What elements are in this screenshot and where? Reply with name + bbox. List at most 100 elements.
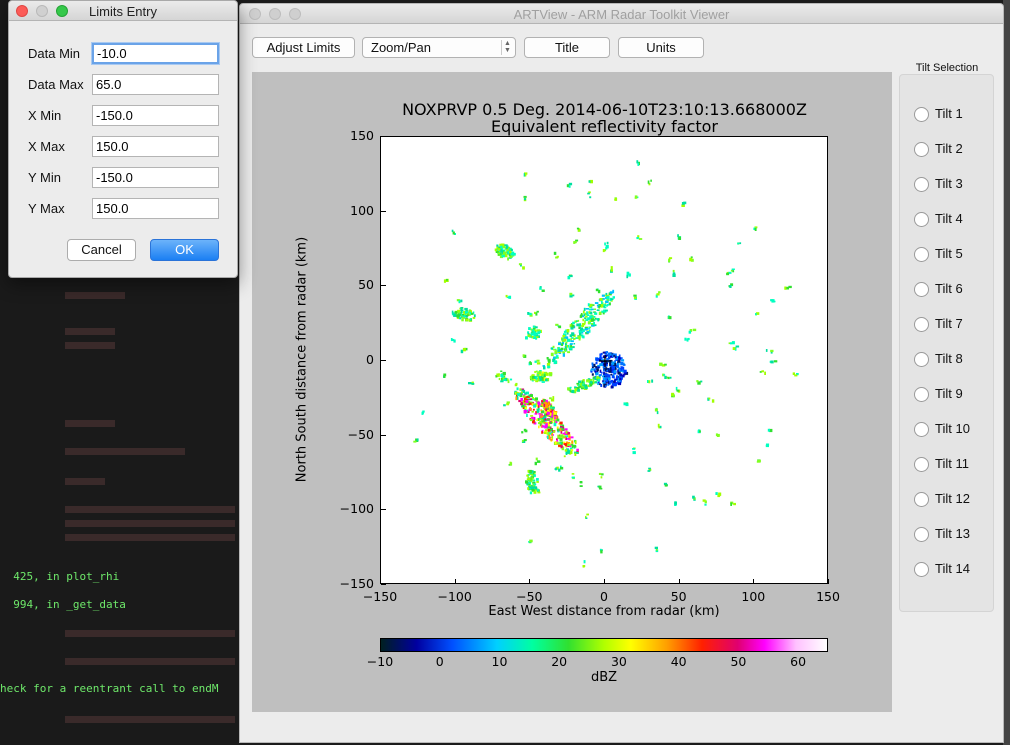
radio-button[interactable]: [914, 352, 929, 367]
radar-echo: [609, 291, 613, 294]
title-button[interactable]: Title: [524, 37, 610, 58]
radar-echo: [684, 337, 687, 341]
radar-echo: [531, 403, 534, 406]
radar-echo: [587, 321, 591, 325]
radio-button[interactable]: [914, 107, 929, 122]
radar-echo: [504, 378, 508, 381]
x-min-input[interactable]: [92, 105, 219, 126]
x-max-input[interactable]: [92, 136, 219, 157]
radar-echo: [606, 296, 610, 300]
radar-echo: [532, 485, 536, 489]
radar-echo: [579, 315, 583, 318]
radio-button[interactable]: [914, 422, 929, 437]
radar-echo: [573, 241, 576, 244]
radar-echo: [726, 272, 730, 276]
radar-echo: [472, 311, 475, 314]
radar-echo: [697, 381, 701, 385]
radar-echo: [524, 406, 527, 410]
radar-echo: [550, 404, 553, 408]
y-min-input[interactable]: [92, 167, 219, 188]
radio-button[interactable]: [914, 492, 929, 507]
radar-echo: [596, 367, 599, 372]
radar-echo: [689, 329, 693, 332]
radio-button[interactable]: [914, 317, 929, 332]
radio-button[interactable]: [914, 212, 929, 227]
radar-echo: [618, 380, 620, 383]
radar-echo: [609, 362, 612, 366]
y-tick-mark: [381, 210, 386, 212]
radar-echo: [623, 373, 626, 376]
cancel-button[interactable]: Cancel: [67, 239, 136, 261]
radar-echo: [566, 441, 568, 445]
close-window-icon[interactable]: [249, 8, 261, 20]
radar-echo: [565, 341, 568, 344]
radar-echo: [453, 313, 457, 317]
radio-button[interactable]: [914, 282, 929, 297]
maximize-dialog-icon[interactable]: [56, 5, 68, 17]
radio-button[interactable]: [914, 457, 929, 472]
radar-echo: [572, 444, 577, 447]
radar-echo: [509, 247, 512, 250]
radar-echo: [648, 468, 652, 471]
radar-echo: [583, 313, 586, 316]
radar-echo: [586, 331, 590, 334]
radar-echo: [580, 334, 584, 337]
radio-button[interactable]: [914, 527, 929, 542]
radar-echo: [536, 332, 538, 335]
zoom-pan-select[interactable]: Zoom/Pan ▲ ▼: [362, 37, 516, 58]
radar-echo: [600, 549, 603, 551]
radar-echo: [551, 430, 553, 435]
minimize-dialog-icon[interactable]: [36, 5, 48, 17]
data-min-input[interactable]: [92, 43, 219, 64]
ok-button[interactable]: OK: [150, 239, 219, 261]
radar-echo: [549, 428, 553, 431]
radar-echo: [462, 313, 465, 316]
radar-echo: [676, 389, 680, 392]
radar-echo: [522, 395, 526, 398]
radar-echo: [539, 287, 542, 290]
radar-echo: [548, 412, 552, 416]
terminal-text-blur: [65, 520, 235, 527]
minimize-window-icon[interactable]: [269, 8, 281, 20]
radar-echo: [538, 422, 541, 425]
radar-echo: [561, 447, 564, 451]
radar-echo: [579, 323, 582, 325]
radar-echo: [563, 338, 567, 341]
radar-echo: [533, 491, 537, 494]
radar-echo: [612, 383, 614, 386]
radar-echo: [534, 413, 538, 415]
radio-button[interactable]: [914, 247, 929, 262]
plot-axes[interactable]: [380, 136, 828, 584]
radar-echo: [526, 482, 529, 485]
y-tick-mark: [381, 509, 386, 511]
tilt-label: Tilt 1: [935, 106, 963, 121]
radar-echo: [562, 352, 565, 354]
radar-echo: [715, 492, 718, 495]
radar-echo: [537, 409, 540, 413]
radar-echo: [562, 436, 565, 439]
radio-button[interactable]: [914, 562, 929, 577]
data-min-row: Data Min: [9, 43, 239, 65]
radar-plot-canvas[interactable]: NOXPRVP 0.5 Deg. 2014-06-10T23:10:13.668…: [252, 72, 892, 712]
radar-echo: [501, 254, 505, 258]
radar-echo: [549, 372, 553, 377]
radar-echo: [550, 437, 553, 440]
radio-button[interactable]: [914, 387, 929, 402]
radar-echo: [522, 439, 524, 443]
terminal-text-blur: [65, 478, 105, 485]
colorbar-tick-label: 20: [551, 654, 568, 669]
radar-echo: [728, 271, 732, 274]
adjust-limits-button[interactable]: Adjust Limits: [252, 37, 355, 58]
units-button[interactable]: Units: [618, 37, 704, 58]
close-dialog-icon[interactable]: [16, 5, 28, 17]
radio-button[interactable]: [914, 177, 929, 192]
radar-echo: [634, 195, 638, 199]
y-max-input[interactable]: [92, 198, 219, 219]
radar-echo: [588, 308, 592, 311]
maximize-window-icon[interactable]: [289, 8, 301, 20]
radio-button[interactable]: [914, 142, 929, 157]
data-max-input[interactable]: [92, 74, 219, 95]
radar-echo: [544, 430, 547, 434]
radar-echo: [560, 445, 563, 449]
terminal-line: 425, in plot_rhi: [0, 570, 120, 583]
